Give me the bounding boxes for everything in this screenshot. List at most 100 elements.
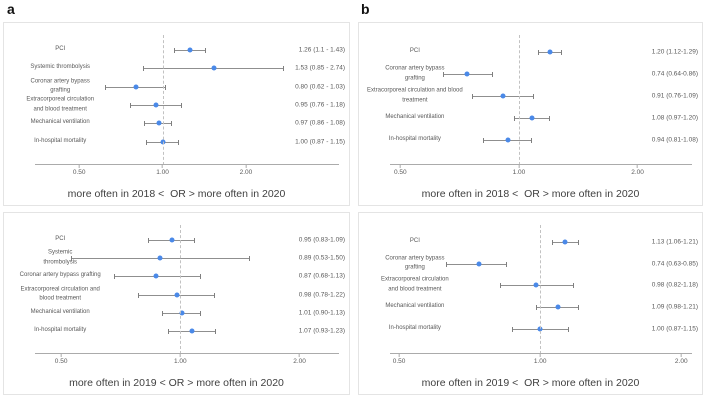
- ci-cap-left: [499, 283, 501, 289]
- ci-cap-left: [105, 84, 107, 90]
- row-plot: [407, 296, 688, 318]
- forest-panel-b-top: PCI 1.20 (1.12-1.29) Coronar artery bypass…: [358, 22, 703, 206]
- tick-mark: [539, 354, 541, 357]
- ci-cap-right: [165, 84, 167, 90]
- forest-rows: PCI 1.26 (1.1 - 1.43) Systemic thrombolysi…: [4, 41, 349, 151]
- odds-ratio-point: [133, 84, 139, 90]
- reference-line: [180, 225, 182, 354]
- forest-row: Systemic thrombolysis 1.53 (0.85 - 2.74): [4, 59, 349, 77]
- row-plot: [52, 114, 335, 132]
- ci-cap-right: [200, 274, 202, 280]
- row-value: 1.01 (0.90-1.13): [298, 309, 345, 317]
- forest-row: Extracorporeal circulation and blood tre…: [4, 96, 349, 114]
- ci-cap-right: [577, 305, 579, 311]
- row-value: 0.95 (0.83-1.09): [298, 236, 345, 244]
- x-axis-tick: 1.00: [174, 354, 187, 365]
- row-value: 1.13 (1.06-1.21): [651, 238, 698, 246]
- row-value: 1.20 (1.12-1.29): [651, 48, 698, 56]
- tick-label: 2.00: [674, 358, 688, 365]
- forest-rows: PCI 1.13 (1.06-1.21) Coronar artery bypass…: [359, 231, 702, 340]
- odds-ratio-point: [174, 292, 180, 298]
- x-axis-tick: 2.00: [240, 165, 252, 176]
- ci-cap-right: [194, 238, 196, 244]
- row-label: Mechanical ventilation: [30, 308, 90, 315]
- tick-mark: [518, 165, 520, 168]
- forest-panel-a-top: PCI 1.26 (1.1 - 1.43) Systemic thrombolysi…: [3, 22, 350, 206]
- ci-cap-left: [482, 138, 484, 143]
- row-label: In-hospital mortality: [388, 325, 441, 332]
- row-plot: [407, 129, 688, 151]
- row-plot: [52, 267, 335, 285]
- tick-mark: [680, 354, 682, 357]
- odds-ratio-point: [500, 93, 506, 99]
- x-axis-tick: 1.00: [512, 165, 526, 176]
- row-label: Extracorporeal circulation and blood tre…: [20, 286, 100, 302]
- row-label: PCI: [409, 48, 420, 55]
- row-plot: [52, 304, 335, 322]
- row-label: Mechanical ventilation: [385, 303, 445, 310]
- forest-panel-a-bottom: PCI 0.95 (0.83-1.09) Systemic thrombolysis…: [3, 212, 350, 395]
- ci-cap-right: [214, 328, 216, 334]
- odds-ratio-point: [555, 304, 561, 310]
- row-plot: [52, 249, 335, 267]
- forest-row: Coronar artery bypass grafting 0.74 (0.64…: [359, 63, 702, 85]
- odds-ratio-point: [562, 239, 568, 245]
- odds-ratio-point: [211, 65, 217, 71]
- row-label: Systemic thrombolysis: [43, 249, 78, 266]
- row-value: 1.00 (0.87-1.15): [651, 325, 698, 333]
- forest-row: Extracorporeal circulation and blood tre…: [359, 275, 702, 297]
- row-label: Coronar artery bypass grafting: [30, 78, 90, 94]
- row-plot: [407, 85, 688, 107]
- forest-row: Extracorporeal circulation and blood tre…: [4, 286, 349, 304]
- x-axis-tick: 0.50: [394, 165, 407, 176]
- x-axis-ticks: 0.50 1.00 2.00: [52, 354, 335, 368]
- tick-label: 0.50: [392, 358, 406, 365]
- tick-mark: [399, 165, 401, 168]
- tick-mark: [398, 354, 400, 357]
- ci-cap-left: [137, 292, 139, 298]
- x-axis-line: [389, 164, 692, 165]
- forest-row: Systemic thrombolysis 0.89 (0.53-1.50): [4, 249, 349, 267]
- row-label: PCI: [55, 46, 66, 53]
- odds-ratio-point: [169, 237, 175, 243]
- odds-ratio-point: [529, 115, 535, 121]
- forest-row: PCI 1.20 (1.12-1.29): [359, 41, 702, 63]
- row-value: 1.08 (0.97-1.20): [651, 114, 698, 122]
- x-axis-line: [35, 353, 339, 354]
- row-value: 0.80 (0.62 - 1.03): [295, 83, 345, 91]
- ci-cap-left: [552, 239, 553, 245]
- x-axis-ticks: 0.50 1.00 2.00: [394, 165, 688, 179]
- tick-label: 0.50: [72, 169, 86, 176]
- forest-row: Extracorporeal circulation and blood tre…: [359, 85, 702, 107]
- row-value: 0.95 (0.76 - 1.18): [295, 101, 345, 109]
- row-value: 0.89 (0.53-1.50): [298, 254, 345, 262]
- ci-cap-right: [577, 239, 579, 245]
- odds-ratio-point: [505, 137, 511, 143]
- ci-cap-left: [513, 116, 515, 121]
- row-plot: [52, 96, 335, 114]
- odds-ratio-point: [179, 310, 185, 316]
- tick-label: 1.00: [156, 169, 169, 176]
- row-value: 0.98 (0.78-1.22): [298, 291, 345, 299]
- row-plot: [407, 41, 688, 63]
- odds-ratio-point: [153, 102, 159, 108]
- x-axis-ticks: 0.50 1.00 2.00: [393, 354, 688, 368]
- x-axis-tick: 2.00: [293, 354, 306, 365]
- tick-label: 1.00: [533, 358, 547, 365]
- row-value: 1.07 (0.93-1.23): [298, 327, 345, 335]
- row-value: 0.74 (0.63-0.85): [651, 260, 698, 268]
- x-axis-tick: 1.00: [156, 165, 169, 176]
- x-axis-tick: 2.00: [631, 165, 644, 176]
- odds-ratio-point: [464, 71, 470, 77]
- forest-row: PCI 1.26 (1.1 - 1.43): [4, 41, 349, 59]
- ci-cap-right: [178, 139, 180, 145]
- x-axis-tick: 0.50: [392, 354, 406, 365]
- tick-label: 1.00: [512, 169, 526, 176]
- ci-cap-left: [167, 328, 169, 334]
- row-label: Extracorporeal circulation and blood tre…: [26, 96, 95, 113]
- tick-label: 0.50: [54, 358, 68, 365]
- ci-cap-left: [471, 94, 473, 99]
- forest-row: Coronar artery bypass grafting 0.80 (0.62…: [4, 78, 349, 96]
- tick-mark: [245, 165, 247, 168]
- ci-cap-left: [71, 256, 73, 262]
